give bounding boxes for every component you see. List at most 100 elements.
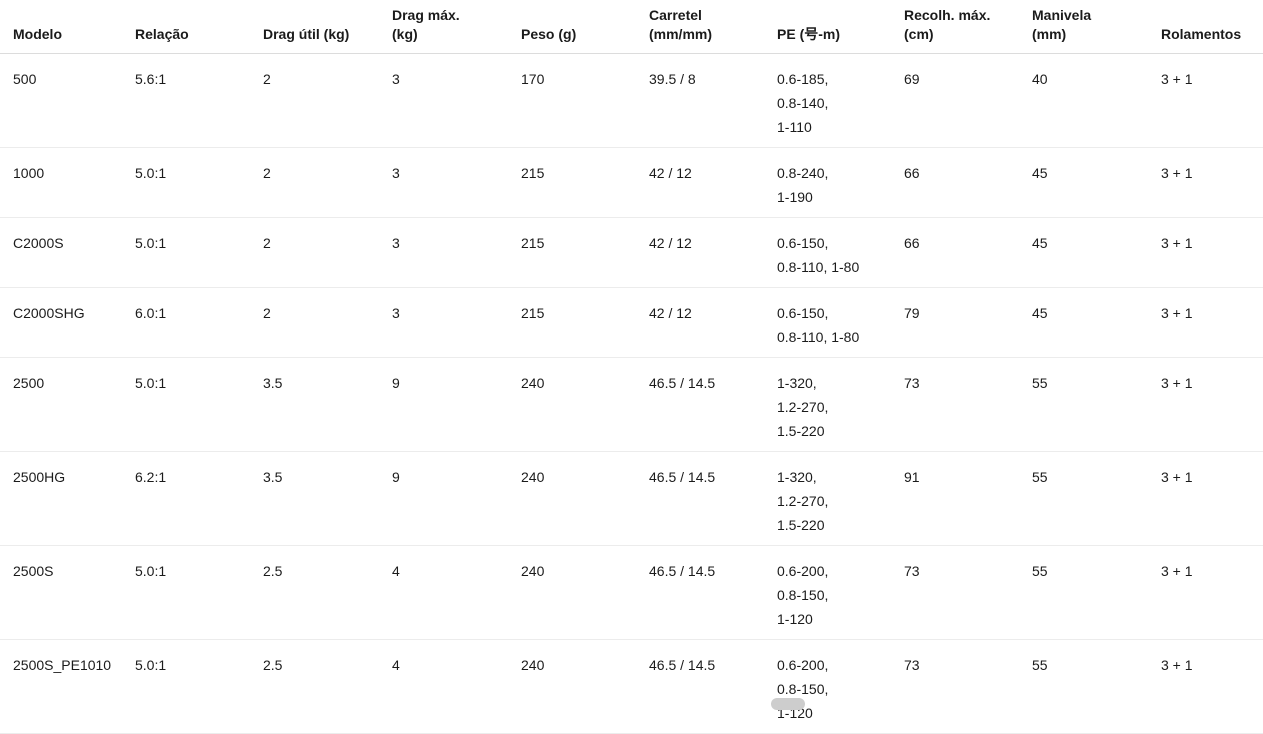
column-header: Drag útil (kg) (263, 0, 392, 54)
column-header: Recolh. máx. (cm) (904, 0, 1032, 54)
table-row: C2000SHG 6.0:1 2 3 215 42 / 12 0.6-150, 0.8-11… (0, 287, 1263, 358)
table-cell: 46.5 / 14.5 (649, 639, 777, 734)
table-cell: 3 (392, 287, 521, 358)
table-cell: 5.0:1 (135, 639, 263, 734)
table-cell: 66 (904, 217, 1032, 288)
table-cell: 0.8-240, 1-190 (777, 147, 904, 218)
table-cell: 3 + 1 (1161, 451, 1263, 546)
table-cell: 215 (521, 217, 649, 288)
table-row: C2000S 5.0:1 2 3 215 42 / 12 0.6-150, 0.8-110,… (0, 217, 1263, 288)
column-header: Modelo (0, 0, 135, 54)
table-cell: 4 (392, 545, 521, 640)
table-cell: 2500 (0, 357, 135, 452)
table-row: 1000 5.0:1 2 3 215 42 / 12 0.8-240, 1-190 66 45 3… (0, 147, 1263, 218)
table-cell: 46.5 / 14.5 (649, 545, 777, 640)
table-cell: 45 (1032, 287, 1161, 358)
table-cell: 5.0:1 (135, 545, 263, 640)
column-header: Peso (g) (521, 0, 649, 54)
column-header: Drag máx. (kg) (392, 0, 521, 54)
table-cell: 40 (1032, 53, 1161, 148)
table-row: 2500HG 6.2:1 3.5 9 240 46.5 / 14.5 1-320, 1.2-… (0, 451, 1263, 546)
table-cell: 2 (263, 53, 392, 148)
table-cell: 5.0:1 (135, 147, 263, 218)
table-cell: 170 (521, 53, 649, 148)
table-row: 2500S_PE1010 5.0:1 2.5 4 240 46.5 / 14.5 0.6-2… (0, 639, 1263, 734)
table-body: 500 5.6:1 2 3 170 39.5 / 8 0.6-185, 0.8-140, 1… (0, 53, 1263, 734)
table-cell: 1000 (0, 147, 135, 218)
column-header: Carretel (mm/mm) (649, 0, 777, 54)
table-cell: 9 (392, 357, 521, 452)
table-cell: 66 (904, 147, 1032, 218)
table-cell: C2000SHG (0, 287, 135, 358)
table-cell: 46.5 / 14.5 (649, 451, 777, 546)
table-cell: 2500S_PE1010 (0, 639, 135, 734)
table-cell: 69 (904, 53, 1032, 148)
table-cell: 42 / 12 (649, 287, 777, 358)
table-cell: 1-320, 1.2-270, 1.5-220 (777, 357, 904, 452)
table-cell: 500 (0, 53, 135, 148)
table-cell: 9 (392, 451, 521, 546)
table-cell: 0.6-150, 0.8-110, 1-80 (777, 217, 904, 288)
table-cell: 2500HG (0, 451, 135, 546)
table-cell: 45 (1032, 217, 1161, 288)
table-cell: 55 (1032, 357, 1161, 452)
table-cell: 79 (904, 287, 1032, 358)
table-cell: 0.6-200, 0.8-150, 1-120 (777, 639, 904, 734)
table-cell: 2 (263, 217, 392, 288)
table-cell: 240 (521, 545, 649, 640)
table-cell: 3 + 1 (1161, 217, 1263, 288)
table-cell: 91 (904, 451, 1032, 546)
table-cell: 39.5 / 8 (649, 53, 777, 148)
table-cell: 2500S (0, 545, 135, 640)
table-cell: 6.2:1 (135, 451, 263, 546)
table-cell: 4 (392, 639, 521, 734)
column-header: Relação (135, 0, 263, 54)
table-cell: 3.5 (263, 451, 392, 546)
table-cell: 240 (521, 357, 649, 452)
table-cell: 2 (263, 287, 392, 358)
column-header: Manivela (mm) (1032, 0, 1161, 54)
table-cell: 73 (904, 357, 1032, 452)
table-cell: 0.6-150, 0.8-110, 1-80 (777, 287, 904, 358)
table-cell: 0.6-200, 0.8-150, 1-120 (777, 545, 904, 640)
table-cell: 3 (392, 147, 521, 218)
table-cell: 240 (521, 639, 649, 734)
table-cell: 3.5 (263, 357, 392, 452)
header-row: Modelo Relação Drag útil (kg) Drag máx. (kg… (0, 0, 1263, 54)
table-cell: 73 (904, 545, 1032, 640)
table-row: 500 5.6:1 2 3 170 39.5 / 8 0.6-185, 0.8-140, 1… (0, 53, 1263, 148)
table-cell: 6.0:1 (135, 287, 263, 358)
column-header: PE (号-m) (777, 0, 904, 54)
table-cell: 73 (904, 639, 1032, 734)
horizontal-scrollbar-thumb[interactable] (771, 698, 805, 710)
table-cell: 0.6-185, 0.8-140, 1-110 (777, 53, 904, 148)
table-cell: 42 / 12 (649, 147, 777, 218)
table-cell: 215 (521, 287, 649, 358)
table-cell: 3 (392, 53, 521, 148)
table-cell: 1-320, 1.2-270, 1.5-220 (777, 451, 904, 546)
table-cell: 3 + 1 (1161, 53, 1263, 148)
table-cell: C2000S (0, 217, 135, 288)
table-cell: 45 (1032, 147, 1161, 218)
table-cell: 2.5 (263, 545, 392, 640)
table-cell: 55 (1032, 545, 1161, 640)
table-cell: 215 (521, 147, 649, 218)
table-row: 2500S 5.0:1 2.5 4 240 46.5 / 14.5 0.6-200, 0.8… (0, 545, 1263, 640)
table-cell: 2 (263, 147, 392, 218)
table-cell: 3 + 1 (1161, 545, 1263, 640)
table-cell: 3 + 1 (1161, 639, 1263, 734)
table-cell: 55 (1032, 639, 1161, 734)
table-cell: 5.0:1 (135, 357, 263, 452)
column-header: Rolamentos (1161, 0, 1263, 54)
table-cell: 46.5 / 14.5 (649, 357, 777, 452)
table-cell: 3 + 1 (1161, 147, 1263, 218)
table-cell: 5.6:1 (135, 53, 263, 148)
table-cell: 240 (521, 451, 649, 546)
table-cell: 3 (392, 217, 521, 288)
table-cell: 42 / 12 (649, 217, 777, 288)
table-cell: 3 + 1 (1161, 287, 1263, 358)
table-cell: 55 (1032, 451, 1161, 546)
table-row: 2500 5.0:1 3.5 9 240 46.5 / 14.5 1-320, 1.2-27… (0, 357, 1263, 452)
